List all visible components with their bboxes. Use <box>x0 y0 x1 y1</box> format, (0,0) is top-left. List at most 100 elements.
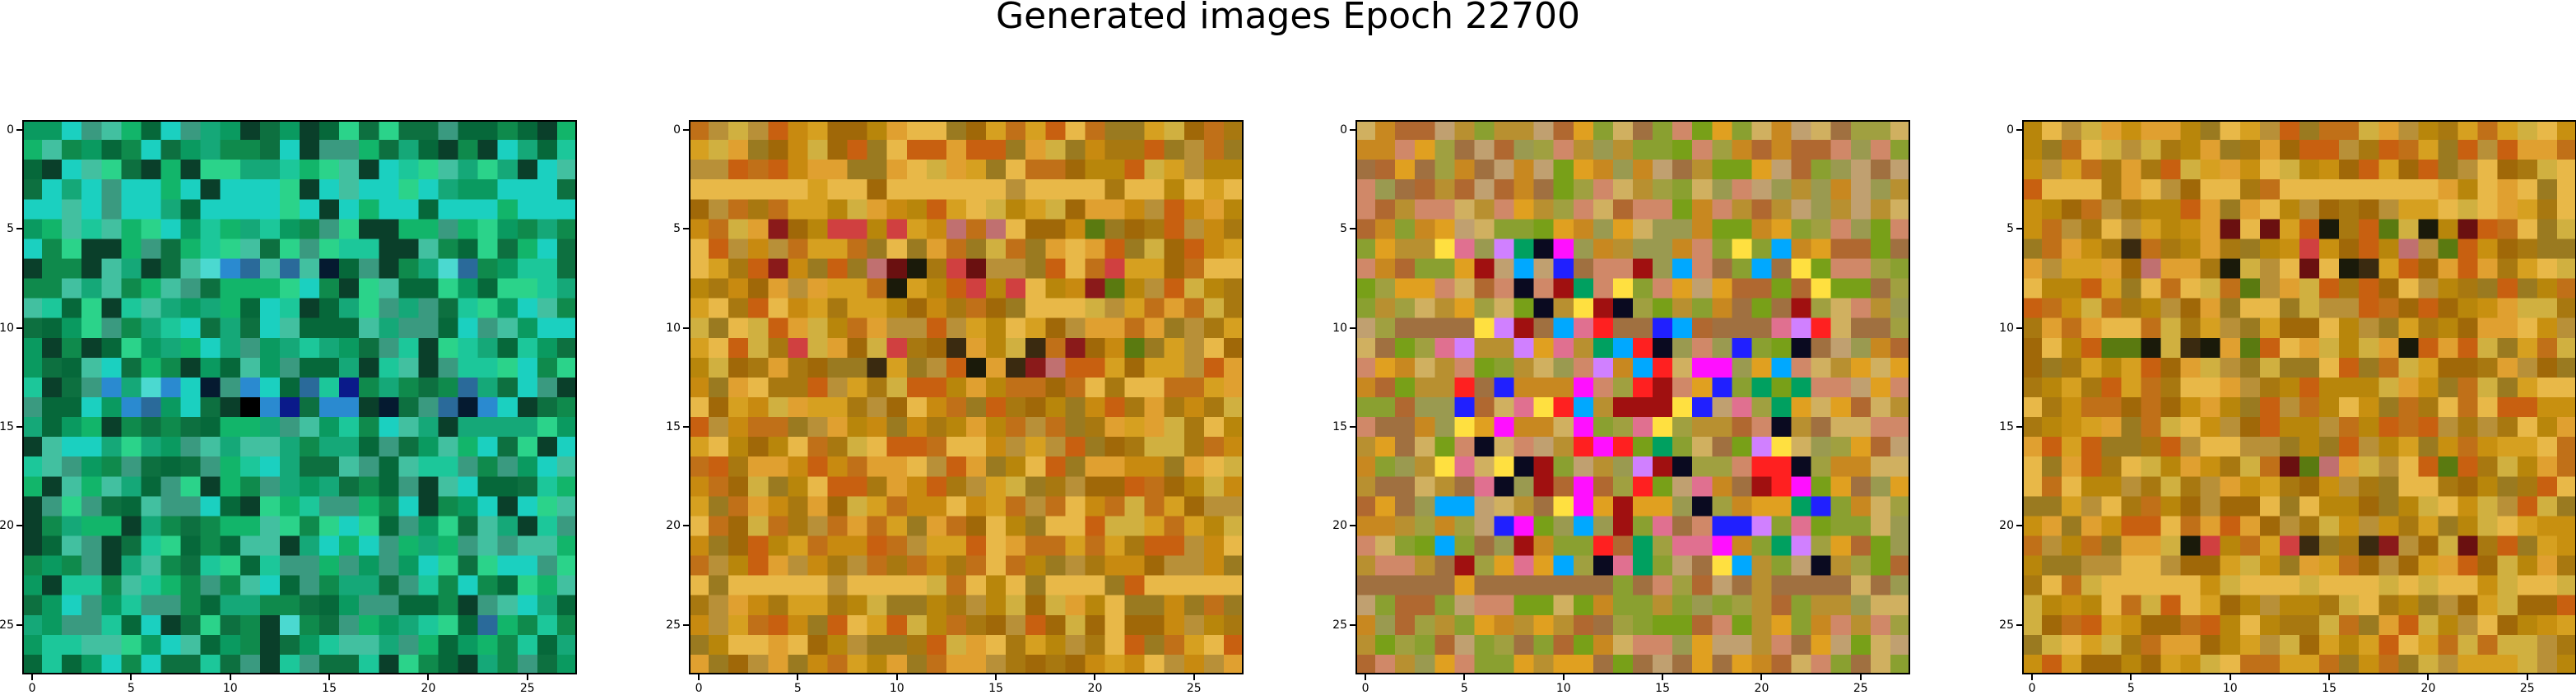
x-tick-mark <box>2031 674 2034 680</box>
x-tick-mark <box>1094 674 1096 680</box>
y-tick-mark <box>683 525 689 527</box>
x-tick-label: 15 <box>2322 682 2337 695</box>
x-tick-mark <box>1760 674 1763 680</box>
y-tick-label: 15 <box>666 420 681 434</box>
x-tick-label: 15 <box>1655 682 1670 695</box>
x-tick-label: 25 <box>1853 682 1868 695</box>
y-tick-label: 5 <box>2006 222 2014 236</box>
x-tick-mark <box>895 674 898 680</box>
y-tick-mark <box>1350 129 1355 132</box>
y-tick-mark <box>1350 623 1355 626</box>
y-tick-mark <box>2016 525 2022 527</box>
generated-image-1 <box>22 120 577 674</box>
y-tick-mark <box>16 525 22 527</box>
x-tick-label: 5 <box>1460 682 1468 695</box>
y-tick-label: 0 <box>673 123 681 137</box>
y-tick-mark <box>16 228 22 230</box>
y-tick-label: 20 <box>666 519 681 533</box>
y-tick-label: 10 <box>1332 321 1347 335</box>
y-tick-mark <box>2016 129 2022 132</box>
x-tick-label: 15 <box>988 682 1003 695</box>
x-tick-mark <box>1562 674 1565 680</box>
y-tick-label: 25 <box>666 618 681 632</box>
y-tick-mark <box>16 426 22 429</box>
x-tick-mark <box>130 674 133 680</box>
y-tick-mark <box>1350 426 1355 429</box>
y-tick-label: 0 <box>1340 123 1347 137</box>
x-tick-mark <box>797 674 799 680</box>
x-tick-mark <box>1193 674 1195 680</box>
y-tick-label: 0 <box>7 123 14 137</box>
y-tick-label: 10 <box>666 321 681 335</box>
x-tick-label: 10 <box>1555 682 1571 695</box>
x-tick-label: 0 <box>28 682 36 695</box>
x-tick-label: 5 <box>793 682 802 695</box>
x-tick-mark <box>2427 674 2430 680</box>
y-tick-label: 15 <box>0 420 14 434</box>
x-tick-mark <box>2130 674 2132 680</box>
x-tick-label: 10 <box>2222 682 2238 695</box>
x-tick-label: 0 <box>1361 682 1369 695</box>
x-tick-label: 5 <box>2127 682 2135 695</box>
generated-image-3 <box>1355 120 1910 674</box>
y-tick-label: 25 <box>1332 618 1347 632</box>
y-tick-mark <box>683 129 689 132</box>
y-tick-mark <box>683 426 689 429</box>
generated-image-4 <box>2022 120 2576 674</box>
y-tick-label: 15 <box>1332 420 1347 434</box>
y-tick-mark <box>1350 525 1355 527</box>
y-tick-label: 10 <box>0 321 14 335</box>
x-tick-mark <box>1463 674 1466 680</box>
x-tick-label: 10 <box>889 682 904 695</box>
generated-image-panel-3: 0 5 10 15 20 25 0 5 10 15 20 25 <box>1332 120 1910 694</box>
y-tick-label: 25 <box>0 618 14 632</box>
x-tick-label: 5 <box>127 682 135 695</box>
y-tick-label: 5 <box>673 222 681 236</box>
y-tick-mark <box>683 327 689 329</box>
x-tick-mark <box>328 674 331 680</box>
x-tick-mark <box>2229 674 2231 680</box>
y-tick-mark <box>2016 623 2022 626</box>
y-tick-mark <box>2016 426 2022 429</box>
x-tick-mark <box>995 674 997 680</box>
y-tick-label: 15 <box>1999 420 2014 434</box>
x-tick-label: 20 <box>1754 682 1769 695</box>
y-tick-mark <box>2016 327 2022 329</box>
y-tick-label: 20 <box>1332 519 1347 533</box>
x-tick-mark <box>1859 674 1862 680</box>
y-tick-label: 20 <box>1999 519 2014 533</box>
x-tick-mark <box>2526 674 2528 680</box>
y-tick-mark <box>16 623 22 626</box>
x-tick-label: 20 <box>1087 682 1103 695</box>
y-tick-mark <box>16 327 22 329</box>
x-tick-mark <box>31 674 34 680</box>
generated-image-2 <box>689 120 1244 674</box>
x-tick-label: 20 <box>2420 682 2436 695</box>
x-tick-label: 10 <box>222 682 238 695</box>
x-tick-label: 15 <box>322 682 337 695</box>
y-tick-label: 0 <box>2006 123 2014 137</box>
y-tick-label: 10 <box>1999 321 2014 335</box>
figure-title: Generated images Epoch 22700 <box>995 0 1581 37</box>
y-tick-mark <box>2016 228 2022 230</box>
x-tick-label: 25 <box>2519 682 2535 695</box>
x-tick-label: 20 <box>421 682 436 695</box>
y-tick-mark <box>683 623 689 626</box>
y-tick-mark <box>1350 327 1355 329</box>
x-tick-mark <box>698 674 700 680</box>
x-tick-mark <box>229 674 231 680</box>
y-tick-label: 5 <box>1340 222 1347 236</box>
y-tick-label: 5 <box>7 222 14 236</box>
generated-image-panel-2: 0 5 10 15 20 25 0 5 10 15 20 25 <box>666 120 1244 694</box>
x-tick-mark <box>2328 674 2331 680</box>
x-tick-label: 25 <box>519 682 535 695</box>
y-tick-label: 25 <box>1999 618 2014 632</box>
y-tick-mark <box>683 228 689 230</box>
y-tick-mark <box>16 129 22 132</box>
x-tick-mark <box>427 674 430 680</box>
x-tick-mark <box>526 674 528 680</box>
y-tick-label: 20 <box>0 519 14 533</box>
x-tick-label: 0 <box>695 682 703 695</box>
x-tick-label: 25 <box>1186 682 1202 695</box>
x-tick-mark <box>1365 674 1367 680</box>
